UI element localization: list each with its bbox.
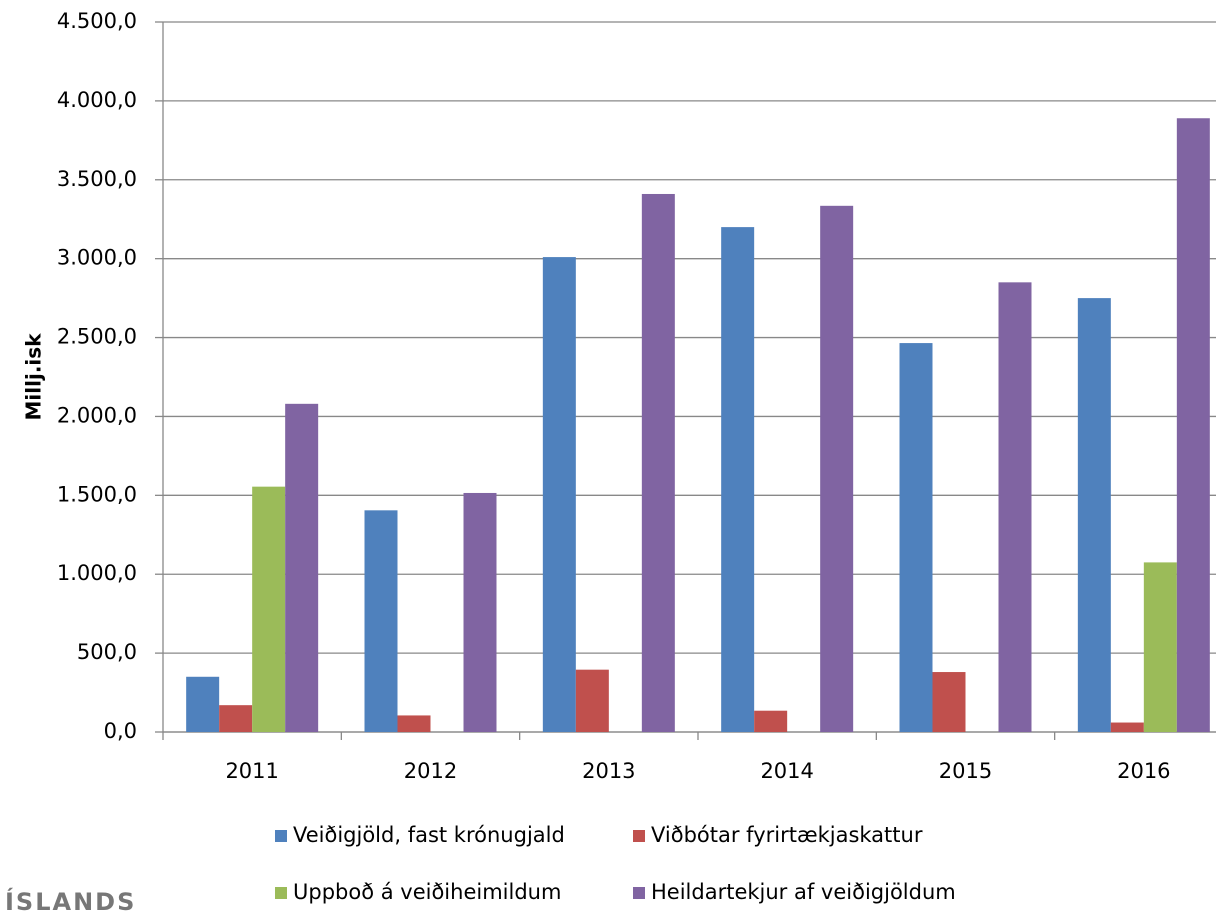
legend-swatch (275, 887, 287, 899)
legend-label: Viðbótar fyrirtækjaskattur (651, 823, 923, 847)
y-axis-label: Millj.isk (22, 333, 46, 421)
x-tick-label: 2011 (225, 759, 278, 783)
y-tick-label: 3.500,0 (57, 167, 137, 191)
legend-swatch (275, 830, 287, 842)
x-tick-label: 2012 (404, 759, 457, 783)
bar (397, 715, 431, 732)
bar (252, 486, 286, 732)
bar (1143, 562, 1177, 732)
y-tick-label: 1.000,0 (57, 561, 137, 585)
x-tick-label: 2014 (760, 759, 813, 783)
x-tick-label: 2013 (582, 759, 635, 783)
bar (754, 710, 788, 732)
y-tick-label: 2.000,0 (57, 403, 137, 427)
y-tick-label: 4.500,0 (57, 9, 137, 33)
bar (998, 282, 1032, 732)
legend-swatch (633, 887, 645, 899)
y-tick-label: 3.000,0 (57, 246, 137, 270)
legend-label: Uppboð á veiðiheimildum (293, 880, 561, 904)
bar (364, 510, 398, 732)
logo-text: ÍSLANDS (5, 887, 136, 912)
y-tick-label: 1.500,0 (57, 482, 137, 506)
y-tick-label: 0,0 (104, 719, 137, 743)
bar (219, 705, 253, 732)
bar (1077, 298, 1111, 732)
x-tick-label: 2016 (1117, 759, 1170, 783)
bar (575, 669, 609, 732)
bar (463, 492, 497, 732)
y-tick-label: 500,0 (77, 640, 137, 664)
bar (1110, 722, 1144, 732)
legend-label: Heildartekjur af veiðigjöldum (651, 880, 956, 904)
bar (285, 403, 319, 732)
bar (820, 205, 854, 733)
bar (641, 193, 675, 732)
bar (186, 676, 220, 732)
y-tick-label: 4.000,0 (57, 88, 137, 112)
bar (899, 343, 933, 732)
bar (1176, 118, 1210, 732)
bar (721, 227, 755, 732)
legend-swatch (633, 830, 645, 842)
x-tick-label: 2015 (939, 759, 992, 783)
bar (542, 257, 576, 732)
bar (932, 672, 966, 732)
legend-label: Veiðigjöld, fast krónugjald (293, 823, 565, 847)
y-tick-label: 2.500,0 (57, 325, 137, 349)
